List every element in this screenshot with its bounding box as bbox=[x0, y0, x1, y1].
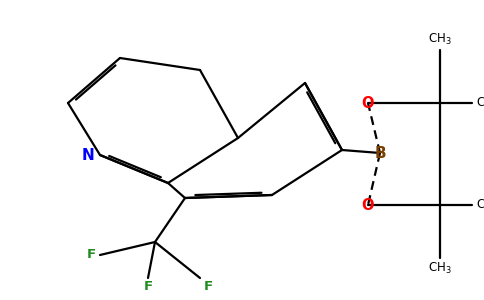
Text: N: N bbox=[81, 148, 94, 163]
Text: CH$_3$: CH$_3$ bbox=[476, 197, 484, 212]
Text: CH$_3$: CH$_3$ bbox=[428, 32, 452, 47]
Text: CH$_3$: CH$_3$ bbox=[476, 95, 484, 111]
Text: O: O bbox=[362, 197, 374, 212]
Text: CH$_3$: CH$_3$ bbox=[428, 260, 452, 276]
Text: F: F bbox=[143, 280, 152, 293]
Text: O: O bbox=[362, 95, 374, 110]
Text: B: B bbox=[374, 146, 386, 160]
Text: F: F bbox=[204, 280, 213, 293]
Text: F: F bbox=[87, 248, 96, 262]
